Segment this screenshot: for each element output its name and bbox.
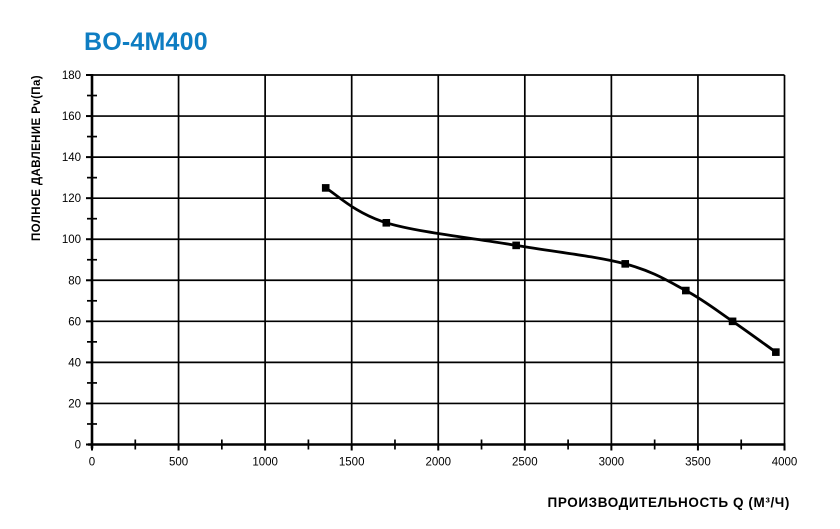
data-point-marker xyxy=(772,348,780,356)
x-axis-title: ПРОИЗВОДИТЕЛЬНОСТЬ Q (М³/Ч) xyxy=(548,495,790,510)
data-point-marker xyxy=(321,184,330,192)
x-tick-label: 3000 xyxy=(599,457,625,469)
y-tick-label: 180 xyxy=(62,70,81,82)
x-tick-label: 1500 xyxy=(339,457,365,469)
x-tick-label: 4000 xyxy=(772,457,798,469)
x-tick-label: 2500 xyxy=(512,457,538,469)
pv-q-curve xyxy=(324,186,778,354)
y-tick-label: 120 xyxy=(62,193,81,205)
y-tick-label: 40 xyxy=(68,357,81,369)
x-tick-label: 3500 xyxy=(685,457,711,469)
chart-title: BO-4M400 xyxy=(84,28,208,56)
data-point-marker xyxy=(512,241,520,250)
data-point-marker xyxy=(728,317,737,326)
y-tick-label: 60 xyxy=(68,316,81,328)
y-tick-label: 0 xyxy=(75,440,81,452)
x-tick-label: 2000 xyxy=(425,457,451,469)
y-tick-label: 20 xyxy=(68,398,81,410)
y-tick-label: 160 xyxy=(62,111,81,123)
x-tick-label: 500 xyxy=(169,457,188,469)
y-axis-title: ПОЛНОЕ ДАВЛЕНИЕ Pv(Па) xyxy=(31,75,43,241)
data-point-marker xyxy=(682,286,690,295)
y-tick-label: 80 xyxy=(68,275,81,287)
x-tick-label: 1000 xyxy=(252,457,278,469)
x-tick-label: 0 xyxy=(89,457,95,469)
data-point-marker xyxy=(382,219,391,227)
y-tick-label: 100 xyxy=(62,234,81,246)
y-tick-label: 140 xyxy=(62,152,81,164)
data-point-marker xyxy=(621,260,630,268)
